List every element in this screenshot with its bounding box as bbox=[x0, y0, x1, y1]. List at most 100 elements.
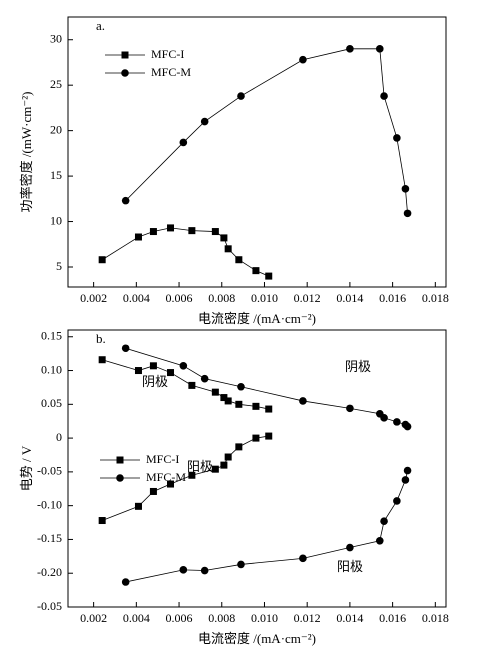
square-marker bbox=[188, 471, 196, 479]
y-axis-label: 电势 / V bbox=[19, 445, 34, 491]
square-marker bbox=[211, 228, 219, 236]
x-tick-label: 0.018 bbox=[422, 611, 449, 625]
circle-marker bbox=[380, 414, 388, 422]
legend-label: MFC-I bbox=[151, 47, 184, 61]
circle-marker bbox=[299, 397, 307, 405]
square-marker bbox=[220, 461, 228, 469]
circle-marker bbox=[375, 536, 384, 545]
annotation: 阴极 bbox=[142, 374, 168, 389]
square-marker bbox=[265, 432, 273, 440]
circle-marker bbox=[380, 517, 388, 525]
y-tick-label: -0.15 bbox=[37, 531, 62, 545]
square-marker bbox=[224, 397, 232, 405]
circle-marker bbox=[121, 578, 130, 586]
x-tick-label: 0.002 bbox=[80, 291, 107, 305]
circle-marker bbox=[179, 362, 188, 370]
circle-marker bbox=[121, 196, 130, 205]
x-axis-label: 电流密度 /(mA·cm⁻²) bbox=[198, 311, 316, 326]
legend-marker bbox=[121, 69, 129, 77]
annotation: 阳极 bbox=[187, 459, 213, 474]
square-marker bbox=[235, 256, 243, 264]
square-marker bbox=[98, 256, 106, 264]
x-tick-label: 0.016 bbox=[379, 291, 406, 305]
x-tick-label: 0.010 bbox=[251, 611, 278, 625]
square-marker bbox=[265, 405, 273, 413]
y-tick-label: 25 bbox=[50, 77, 62, 91]
panel-label: b. bbox=[96, 331, 106, 346]
square-marker bbox=[149, 228, 157, 236]
legend-label: MFC-M bbox=[146, 470, 186, 484]
square-marker bbox=[167, 224, 175, 232]
legend-label: MFC-M bbox=[151, 65, 191, 79]
square-marker bbox=[167, 369, 175, 377]
circle-marker bbox=[346, 543, 354, 552]
circle-marker bbox=[299, 55, 307, 64]
y-tick-label: -0.05 bbox=[37, 464, 62, 478]
square-marker bbox=[220, 394, 228, 402]
y-tick-label: 5 bbox=[56, 259, 62, 273]
x-tick-label: 0.014 bbox=[336, 611, 363, 625]
y-tick-label: -0.05 bbox=[37, 599, 62, 613]
x-tick-label: 0.002 bbox=[80, 611, 107, 625]
square-marker bbox=[252, 267, 260, 275]
circle-marker bbox=[299, 554, 307, 563]
series-line bbox=[101, 227, 269, 277]
panel-label: a. bbox=[96, 18, 105, 33]
square-marker bbox=[149, 487, 157, 495]
square-marker bbox=[235, 400, 243, 408]
y-tick-label: 0.05 bbox=[41, 396, 62, 410]
y-tick-label: 10 bbox=[50, 213, 62, 227]
circle-marker bbox=[393, 134, 401, 142]
plot-frame bbox=[67, 16, 447, 288]
y-tick-label: -0.10 bbox=[37, 497, 62, 511]
square-marker bbox=[265, 272, 273, 280]
square-marker bbox=[167, 480, 175, 488]
y-tick-label: 15 bbox=[50, 168, 62, 182]
square-marker bbox=[188, 381, 196, 389]
x-tick-label: 0.006 bbox=[166, 611, 193, 625]
circle-marker bbox=[346, 404, 354, 413]
x-tick-label: 0.012 bbox=[294, 611, 321, 625]
square-marker bbox=[134, 502, 142, 510]
circle-marker bbox=[375, 45, 384, 53]
x-tick-label: 0.012 bbox=[294, 291, 321, 305]
y-axis-label: 功率密度 /(mW·cm⁻²) bbox=[19, 92, 34, 213]
circle-marker bbox=[346, 45, 354, 53]
circle-marker bbox=[403, 422, 412, 431]
legend-marker bbox=[116, 456, 124, 464]
x-tick-label: 0.016 bbox=[379, 611, 406, 625]
annotation: 阳极 bbox=[337, 559, 363, 574]
x-tick-label: 0.014 bbox=[336, 291, 363, 305]
circle-marker bbox=[403, 466, 412, 475]
circle-marker bbox=[179, 566, 188, 574]
square-marker bbox=[211, 465, 219, 473]
square-marker bbox=[149, 362, 157, 370]
x-tick-label: 0.008 bbox=[208, 291, 235, 305]
legend-label: MFC-I bbox=[146, 452, 179, 466]
legend-marker bbox=[116, 474, 124, 482]
y-tick-label: 30 bbox=[50, 31, 62, 45]
circle-marker bbox=[403, 209, 412, 218]
x-tick-label: 0.010 bbox=[251, 291, 278, 305]
plot-frame bbox=[67, 329, 447, 608]
legend-marker bbox=[121, 51, 129, 59]
circle-marker bbox=[200, 117, 209, 126]
square-marker bbox=[98, 517, 106, 525]
circle-marker bbox=[237, 560, 245, 569]
circle-marker bbox=[401, 185, 410, 193]
square-marker bbox=[134, 233, 142, 241]
square-marker bbox=[235, 443, 243, 451]
circle-marker bbox=[393, 497, 401, 505]
x-tick-label: 0.006 bbox=[166, 291, 193, 305]
square-marker bbox=[252, 434, 260, 442]
circle-marker bbox=[200, 374, 209, 383]
y-tick-label: 0 bbox=[56, 430, 62, 444]
circle-marker bbox=[380, 92, 388, 100]
x-tick-label: 0.018 bbox=[422, 291, 449, 305]
y-tick-label: 0.10 bbox=[41, 362, 62, 376]
circle-marker bbox=[237, 382, 245, 391]
square-marker bbox=[220, 234, 228, 242]
x-tick-label: 0.004 bbox=[123, 291, 150, 305]
square-marker bbox=[211, 388, 219, 396]
